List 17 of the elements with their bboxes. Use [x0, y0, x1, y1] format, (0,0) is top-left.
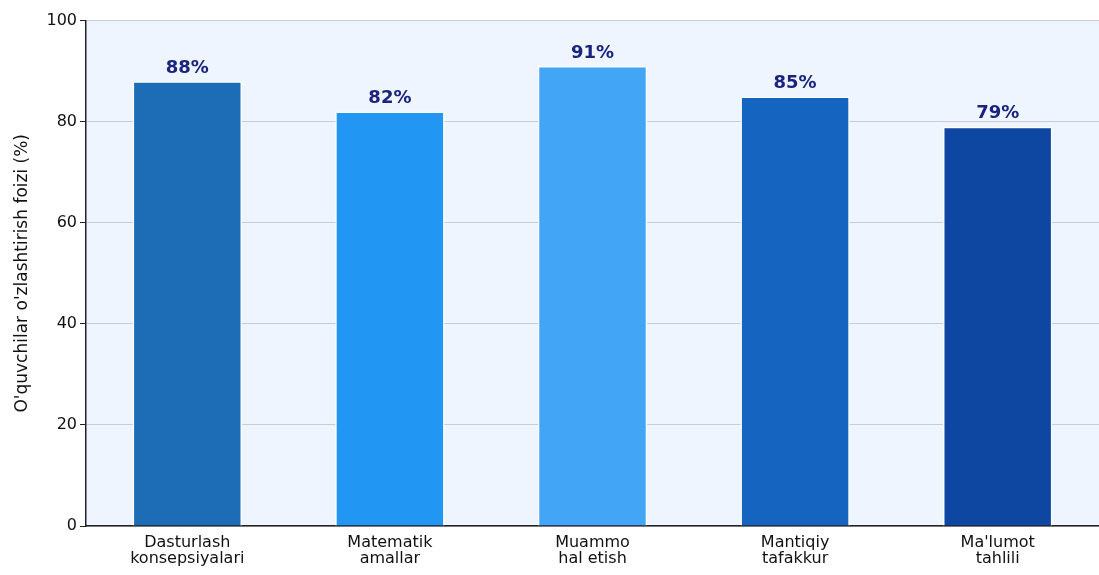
y-tick-label: 80 — [56, 110, 77, 130]
data-label: 88% — [165, 55, 209, 77]
x-tick-label: Dasturlash konsepsiyalari — [130, 531, 245, 568]
x-tick-label: Matematik amallar — [347, 531, 434, 568]
x-tick-label: Muammo hal etish — [555, 531, 630, 568]
x-tick-label: Mantiqiy tafakkur — [760, 531, 830, 568]
x-tick-label: Ma'lumot tahlili — [960, 531, 1035, 568]
y-tick-label: 100 — [46, 9, 77, 29]
data-label: 91% — [570, 40, 615, 62]
data-label: 79% — [976, 101, 1020, 123]
y-tick-label: 60 — [56, 211, 77, 231]
data-label: 82% — [368, 86, 412, 108]
y-tick-label: 40 — [56, 313, 77, 332]
y-tick-label: 0 — [66, 515, 77, 535]
y-tick-label: 20 — [56, 414, 77, 434]
y-axis-title: O'quvchilar o'zlashtirish foizi (%) — [10, 134, 31, 413]
data-label: 85% — [773, 71, 817, 93]
